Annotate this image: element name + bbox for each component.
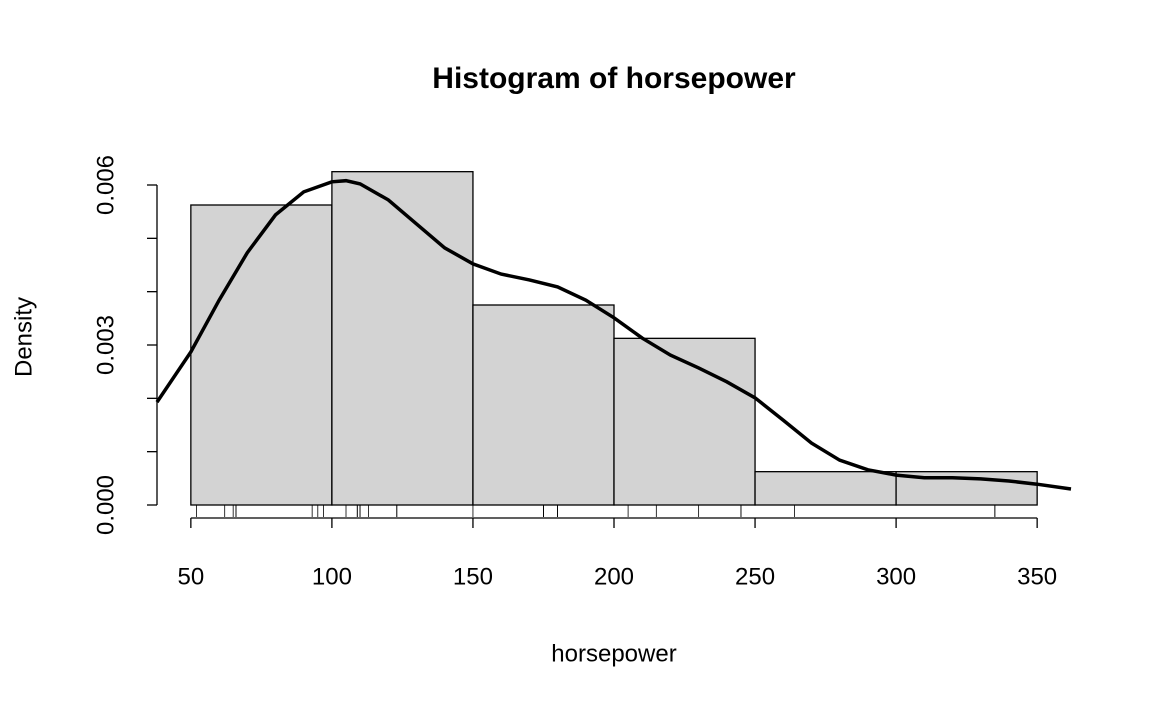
y-tick-label: 0.003	[92, 315, 119, 375]
bar	[331, 171, 474, 506]
y-axis-label: Density	[10, 297, 37, 377]
x-axis-label: horsepower	[551, 640, 676, 667]
x-tick-label: 200	[594, 563, 634, 590]
x-tick-label: 50	[178, 563, 205, 590]
density-line	[155, 178, 1072, 491]
y-tick-label: 0.006	[92, 155, 119, 215]
bar	[754, 471, 897, 506]
x-tick-label: 150	[453, 563, 493, 590]
bar	[190, 204, 333, 506]
bar	[472, 304, 615, 506]
x-tick-label: 300	[876, 563, 916, 590]
x-tick-label: 250	[735, 563, 775, 590]
x-tick-label: 100	[312, 563, 352, 590]
bar	[613, 337, 756, 506]
chart-title: Histogram of horsepower	[432, 62, 796, 95]
x-tick-label: 350	[1017, 563, 1057, 590]
y-tick-label: 0.000	[92, 475, 119, 535]
